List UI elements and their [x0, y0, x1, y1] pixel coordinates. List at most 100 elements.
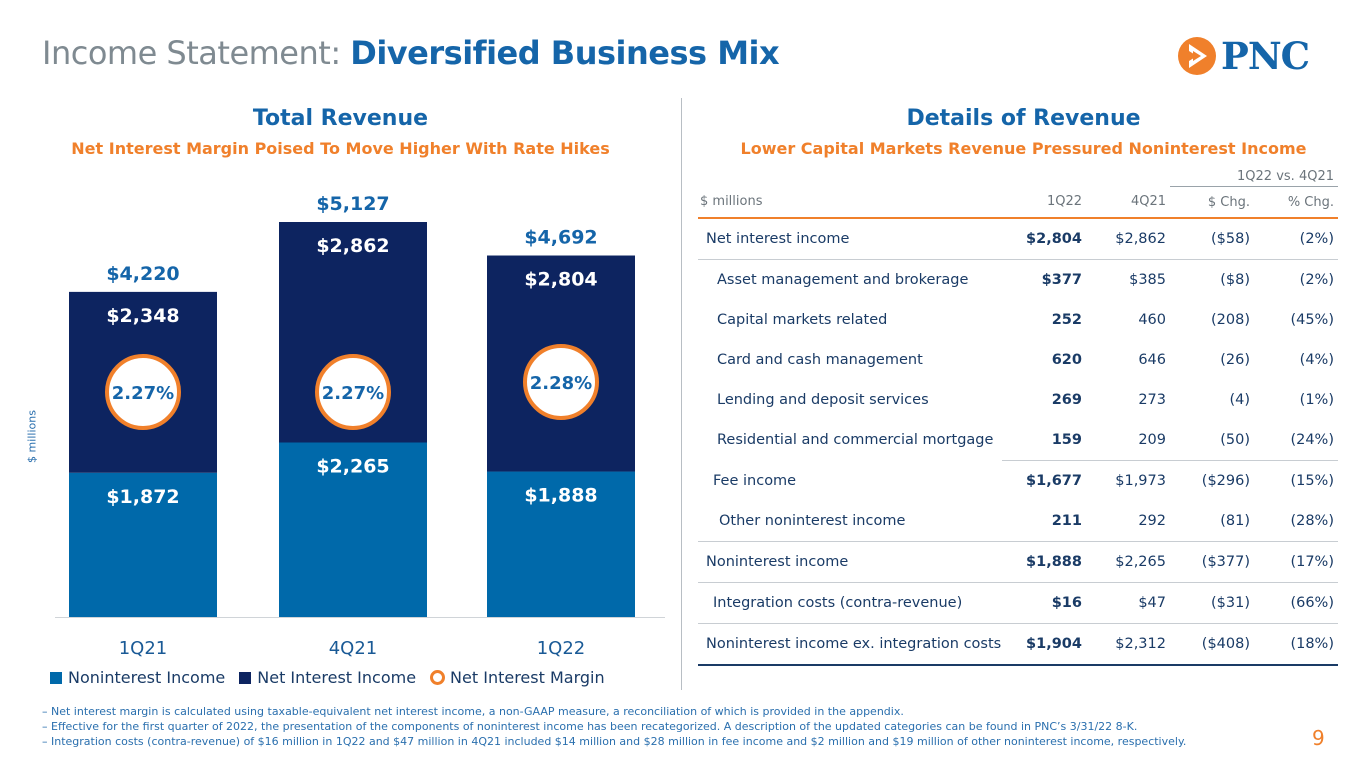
cell-dollar-chg: (4): [1229, 392, 1250, 408]
data-label-total: $4,220: [106, 263, 179, 285]
legend-circle-icon: [430, 670, 446, 685]
cell-4q21: $47: [1086, 582, 1170, 624]
data-label-total: $4,692: [524, 227, 597, 249]
footnote: – Net interest margin is calculated usin…: [42, 705, 904, 718]
cell-dollar-chg: (208): [1211, 312, 1250, 328]
cell-1q22: $1,888: [1002, 541, 1086, 583]
bar-noninterest-income: [487, 471, 635, 617]
data-label-net-interest-margin: 2.28%: [530, 373, 592, 394]
cell-pct-chg: (17%): [1254, 541, 1338, 583]
row-label: Net interest income: [698, 218, 1002, 260]
table-group-header-row: 1Q22 vs. 4Q21: [698, 166, 1338, 187]
chart-legend: Noninterest Income Net Interest Income N…: [50, 668, 619, 687]
cell-1q22: $16: [1002, 582, 1086, 624]
cell-pct-chg: (15%): [1290, 473, 1334, 489]
data-label-net-interest-income: $2,804: [524, 269, 597, 291]
cell-pct-chg: (24%): [1254, 420, 1338, 461]
group-header: 1Q22 vs. 4Q21: [1170, 166, 1338, 187]
data-label-net-interest-income: $2,348: [106, 305, 179, 327]
page-title: Income Statement: Diversified Business M…: [42, 34, 780, 72]
cell-4q21: $2,862: [1086, 218, 1170, 260]
cell-1q22: $377: [1041, 272, 1082, 288]
row-label: Noninterest income ex. integration costs: [698, 623, 1002, 666]
row-label: Card and cash management: [717, 352, 923, 368]
y-axis-label: $ millions: [25, 410, 39, 463]
details-title: Details of Revenue: [906, 106, 1141, 131]
title-main: Diversified Business Mix: [350, 34, 780, 72]
cell-pct-chg: (2%): [1254, 218, 1338, 260]
pnc-logo: PNC: [1175, 32, 1335, 80]
legend-swatch: [50, 671, 62, 684]
table-row: Card and cash management 620 646 (26) (4…: [698, 340, 1338, 380]
row-label: Other noninterest income: [698, 501, 1002, 542]
section-divider: [681, 98, 682, 690]
row-label: Integration costs (contra-revenue): [698, 582, 1002, 624]
bar-noninterest-income: [279, 442, 427, 617]
legend-swatch: [239, 671, 252, 684]
table-row: Noninterest income $1,888 $2,265 ($377) …: [698, 541, 1338, 583]
cell-dollar-chg: ($408): [1170, 623, 1254, 666]
cell-4q21: $2,312: [1086, 623, 1170, 666]
legend-net-interest-margin: Net Interest Margin: [430, 668, 605, 687]
revenue-table: 1Q22 vs. 4Q21 $ millions 1Q22 4Q21 $ Chg…: [698, 166, 1338, 666]
cell-4q21: 292: [1086, 501, 1170, 542]
cell-dollar-chg: (50): [1170, 420, 1254, 461]
cell-1q22: $1,904: [1002, 623, 1086, 666]
footnotes: – Net interest margin is calculated usin…: [42, 704, 1186, 749]
details-subtitle: Lower Capital Markets Revenue Pressured …: [740, 139, 1307, 158]
cell-dollar-chg: ($58): [1170, 218, 1254, 260]
x-tick-label: 1Q21: [119, 638, 168, 659]
title-prefix: Income Statement:: [42, 34, 351, 72]
cell-dollar-chg: ($31): [1170, 582, 1254, 624]
table-row: Integration costs (contra-revenue) $16 $…: [698, 582, 1338, 624]
cell-4q21: $1,973: [1115, 473, 1166, 489]
table-row: Residential and commercial mortgage 159 …: [698, 420, 1338, 461]
cell-dollar-chg: (81): [1170, 501, 1254, 542]
legend-noninterest-income: Noninterest Income: [50, 668, 225, 687]
cell-4q21: $2,265: [1086, 541, 1170, 583]
cell-dollar-chg: ($296): [1201, 473, 1250, 489]
row-label: Noninterest income: [698, 541, 1002, 583]
cell-1q22: 252: [1051, 312, 1082, 328]
data-label-noninterest-income: $2,265: [316, 455, 389, 477]
row-label: Fee income: [713, 472, 797, 489]
cell-dollar-chg: (26): [1220, 352, 1250, 368]
column-header: $ millions: [698, 186, 1002, 219]
footnote: – Effective for the first quarter of 202…: [42, 720, 1138, 733]
column-header: $ Chg.: [1170, 186, 1254, 219]
data-label-noninterest-income: $1,872: [106, 486, 179, 508]
footnote: – Integration costs (contra-revenue) of …: [42, 735, 1187, 748]
table-row: Fee income $1,677 $1,973 ($296) (15%): [698, 461, 1338, 502]
total-revenue-chart: $1,872 $2,348 $4,220 2.27% 1Q21 $2,265 $2,862 $…: [55, 193, 665, 659]
cell-4q21: 460: [1138, 312, 1166, 328]
cell-1q22: $1,677: [1026, 473, 1082, 489]
cell-pct-chg: (2%): [1299, 272, 1334, 288]
legend-net-interest-income: Net Interest Income: [239, 668, 416, 687]
table-row: Net interest income $2,804 $2,862 ($58) …: [698, 218, 1338, 260]
total-revenue-title: Total Revenue: [252, 106, 429, 131]
pnc-logo-mark-icon: [1178, 37, 1216, 75]
pnc-logo-text: PNC: [1221, 34, 1310, 78]
cell-pct-chg: (1%): [1299, 392, 1334, 408]
cell-dollar-chg: ($8): [1220, 272, 1250, 288]
cell-pct-chg: (18%): [1254, 623, 1338, 666]
total-revenue-subtitle: Net Interest Margin Poised To Move Highe…: [71, 139, 610, 158]
cell-1q22: 269: [1051, 392, 1082, 408]
cell-pct-chg: (66%): [1254, 582, 1338, 624]
row-label: Asset management and brokerage: [717, 272, 969, 288]
cell-pct-chg: (28%): [1254, 501, 1338, 542]
table-row: Noninterest income ex. integration costs…: [698, 623, 1338, 666]
bar-noninterest-income: [69, 472, 217, 617]
margin-circle: [523, 344, 599, 420]
row-label: Capital markets related: [717, 312, 888, 328]
margin-circle: [315, 354, 391, 430]
row-label: Residential and commercial mortgage: [717, 432, 994, 449]
cell-pct-chg: (45%): [1290, 312, 1334, 328]
row-label: Lending and deposit services: [717, 392, 929, 408]
cell-4q21: $385: [1129, 272, 1166, 288]
cell-1q22: 211: [1002, 501, 1086, 542]
cell-pct-chg: (4%): [1299, 352, 1334, 368]
x-tick-label: 4Q21: [329, 638, 378, 659]
margin-circle: [105, 354, 181, 430]
table-row: Capital markets related 252 460 (208) (4…: [698, 300, 1338, 340]
